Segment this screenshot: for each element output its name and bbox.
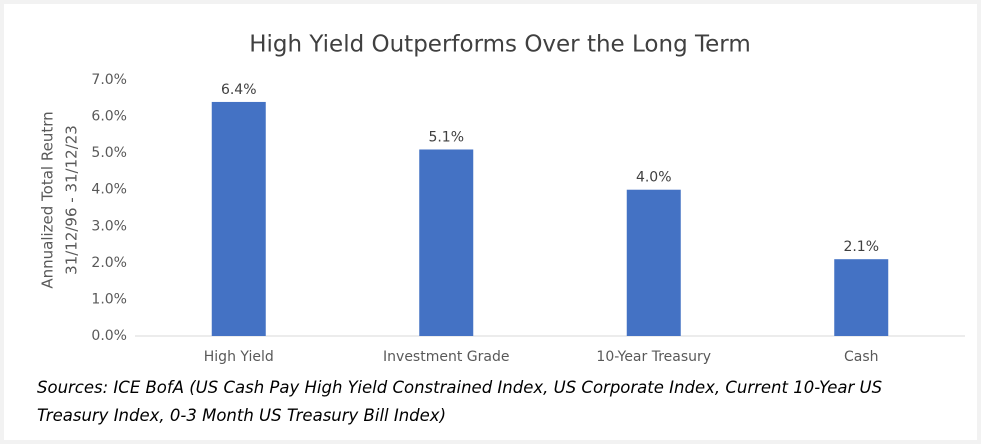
- y-tick-label: 7.0%: [91, 72, 127, 88]
- x-tick-label: High Yield: [204, 349, 274, 365]
- card: High Yield Outperforms Over the Long Ter…: [4, 4, 977, 440]
- y-label-line: 31/12/96 - 31/12/23: [63, 125, 81, 275]
- y-tick-label: 5.0%: [91, 145, 127, 161]
- bar: [834, 259, 889, 336]
- y-tick-label: 0.0%: [91, 328, 127, 344]
- y-label-line: Annualized Total Reutrn: [39, 111, 57, 288]
- source-note: Sources: ICE BofA (US Cash Pay High Yiel…: [37, 378, 883, 425]
- bar: [211, 101, 266, 336]
- bar: [419, 149, 474, 336]
- chart: High Yield Outperforms Over the Long Ter…: [39, 32, 965, 365]
- data-label: 2.1%: [843, 239, 879, 255]
- y-tick-label: 4.0%: [91, 182, 127, 198]
- y-tick-label: 2.0%: [91, 255, 127, 271]
- x-tick-label: Investment Grade: [383, 349, 509, 365]
- data-label: 5.1%: [428, 129, 464, 145]
- bar: [626, 189, 681, 336]
- y-tick-label: 3.0%: [91, 218, 127, 234]
- data-label: 6.4%: [221, 82, 257, 98]
- data-label: 4.0%: [636, 170, 672, 186]
- y-tick-label: 1.0%: [91, 291, 127, 307]
- x-tick-label: Cash: [844, 349, 879, 365]
- x-tick-label: 10-Year Treasury: [596, 349, 711, 365]
- y-tick-label: 6.0%: [91, 109, 127, 125]
- chart-title: High Yield Outperforms Over the Long Ter…: [249, 32, 750, 58]
- y-axis-label: Annualized Total Reutrn 31/12/96 - 31/12…: [39, 111, 81, 288]
